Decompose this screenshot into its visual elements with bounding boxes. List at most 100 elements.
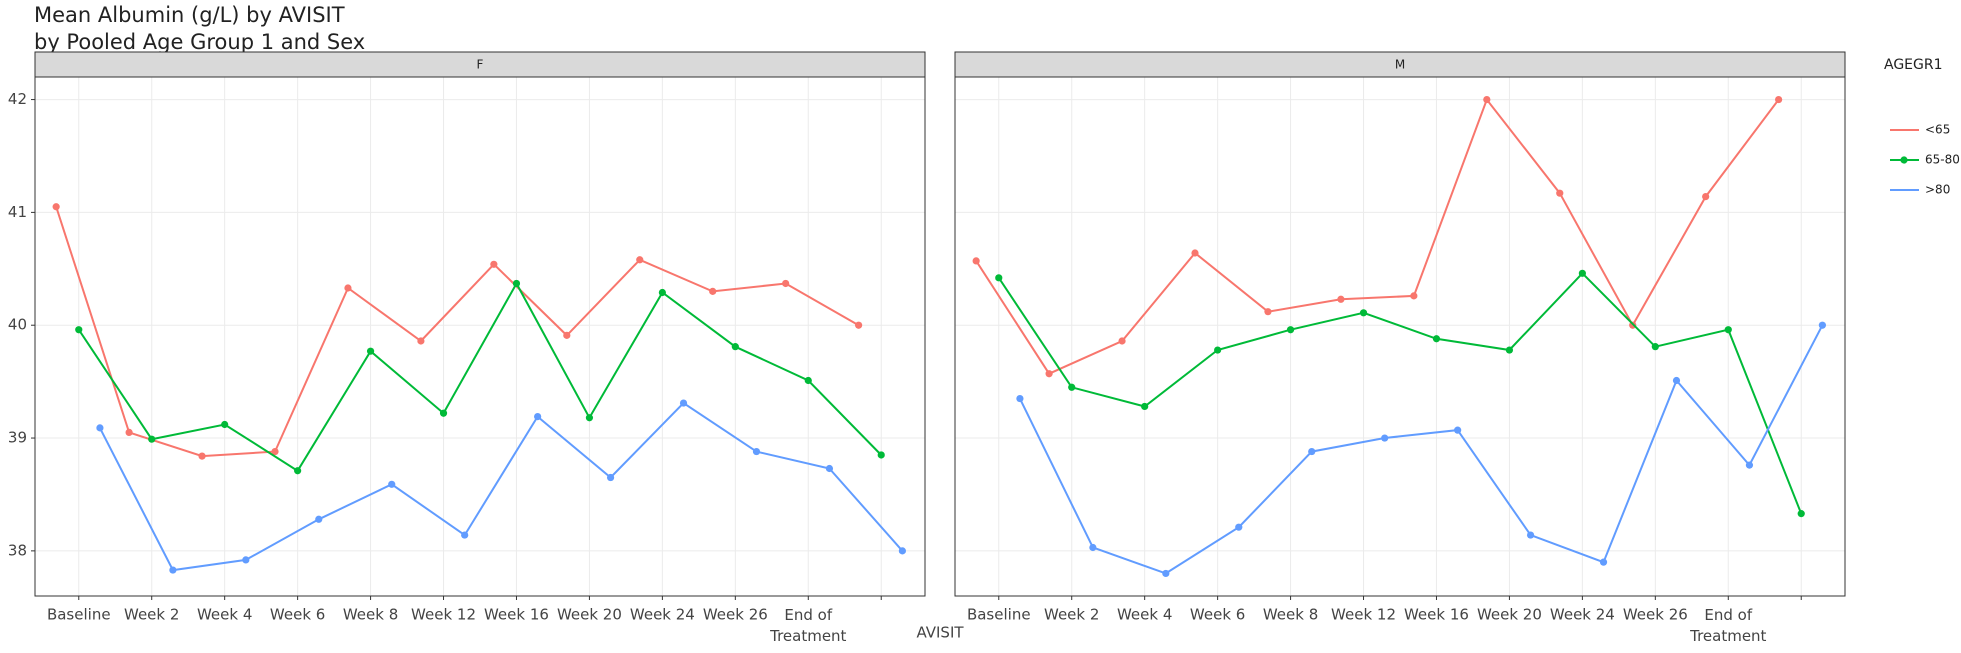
x-tick-label: Week 16	[1404, 606, 1469, 624]
data-point	[366, 347, 375, 355]
y-tick-label: 42	[8, 90, 27, 108]
data-point	[1286, 326, 1295, 334]
legend-label: >80	[1925, 183, 1950, 197]
x-tick-label: Week 2	[1044, 606, 1099, 624]
data-point	[1337, 295, 1345, 303]
panel-bg	[35, 77, 925, 596]
data-point	[1359, 309, 1368, 317]
data-point	[1775, 95, 1783, 104]
panel-border	[34, 76, 926, 597]
data-point	[1526, 531, 1535, 539]
x-tick-label: Week 20	[1477, 606, 1542, 624]
data-point	[877, 451, 885, 459]
data-point	[1162, 569, 1170, 578]
x-tick-label: Week 12	[1331, 606, 1396, 624]
x-tick-label: Week 26	[1623, 606, 1688, 624]
x-tick-label: Week 24	[1550, 606, 1615, 624]
data-point	[563, 331, 571, 339]
data-point	[855, 321, 863, 329]
data-point	[148, 435, 156, 443]
data-point	[1235, 523, 1243, 531]
facet-label: M	[1395, 58, 1405, 72]
facet-label: F	[477, 58, 484, 72]
x-axis-label: AVISIT	[916, 624, 964, 642]
data-point	[221, 420, 229, 429]
x-tick-label-line: Treatment	[769, 627, 846, 645]
x-tick-label-line: End of	[1704, 606, 1752, 624]
x-tick-label: Week 16	[484, 606, 549, 624]
data-point	[1724, 326, 1732, 334]
data-point	[1141, 402, 1149, 411]
series-line	[997, 271, 1803, 514]
data-point	[1214, 346, 1222, 354]
data-point	[1556, 189, 1564, 197]
panel-strip	[34, 51, 926, 78]
legend-title: AGEGR1	[1884, 57, 1943, 73]
data-point	[198, 452, 206, 460]
x-tick-label: Week 2	[124, 606, 179, 624]
data-point	[804, 376, 812, 385]
data-point	[169, 566, 177, 574]
data-point	[1016, 394, 1024, 403]
data-point	[1745, 461, 1754, 469]
data-point	[679, 399, 688, 407]
data-point	[1797, 510, 1805, 518]
panel-strip	[954, 51, 1846, 78]
x-tick-label: Week 20	[557, 606, 622, 624]
data-point	[439, 409, 448, 417]
data-point	[1191, 249, 1199, 257]
data-point	[294, 467, 302, 475]
data-point	[1118, 337, 1126, 345]
data-point	[490, 260, 498, 268]
x-tick-label: Baseline	[47, 606, 111, 624]
data-point	[782, 279, 790, 288]
data-point	[534, 413, 542, 421]
data-point	[636, 256, 644, 264]
series-line	[975, 97, 1780, 375]
legend-label: <65	[1925, 123, 1950, 137]
x-tick-label: Week 6	[270, 606, 325, 624]
data-point	[1045, 370, 1053, 378]
data-point	[512, 279, 521, 288]
data-point	[1672, 376, 1681, 385]
x-tick-label: Week 4	[1117, 606, 1172, 624]
data-point	[1818, 321, 1826, 329]
data-point	[1454, 426, 1462, 434]
data-point	[1702, 192, 1710, 201]
series-line	[99, 401, 904, 572]
panel-border	[954, 76, 1846, 597]
data-point	[75, 326, 83, 334]
data-point	[709, 287, 717, 295]
data-point	[1505, 346, 1514, 354]
data-point	[606, 473, 615, 482]
y-tick-label: 40	[8, 316, 27, 334]
data-point	[315, 515, 323, 523]
x-tick-label: End of Treatment	[1689, 606, 1766, 645]
chart-subtitle: by Pooled Age Group 1 and Sex	[34, 30, 365, 54]
data-point	[1308, 447, 1316, 456]
data-point	[1432, 335, 1441, 343]
x-tick-label: Week 26	[703, 606, 768, 624]
data-point	[825, 464, 834, 473]
series-line	[55, 206, 860, 458]
data-point	[242, 556, 250, 564]
data-point	[585, 414, 594, 422]
data-point	[1483, 95, 1491, 104]
data-point	[1089, 543, 1097, 552]
x-tick-label: Week 4	[197, 606, 252, 624]
data-point	[271, 447, 279, 456]
x-tick-label: Week 8	[343, 606, 398, 624]
data-point	[1651, 343, 1659, 351]
data-point	[995, 274, 1003, 282]
legend-label: 65-80	[1925, 153, 1960, 167]
data-point	[1264, 308, 1272, 316]
x-tick-label: Week 24	[630, 606, 695, 624]
data-point	[52, 203, 60, 211]
chart-title: Mean Albumin (g/L) by AVISIT	[34, 3, 345, 27]
legend-marker	[1900, 156, 1908, 164]
data-point	[752, 447, 761, 456]
data-point	[898, 547, 906, 555]
y-tick-label: 39	[8, 429, 27, 447]
